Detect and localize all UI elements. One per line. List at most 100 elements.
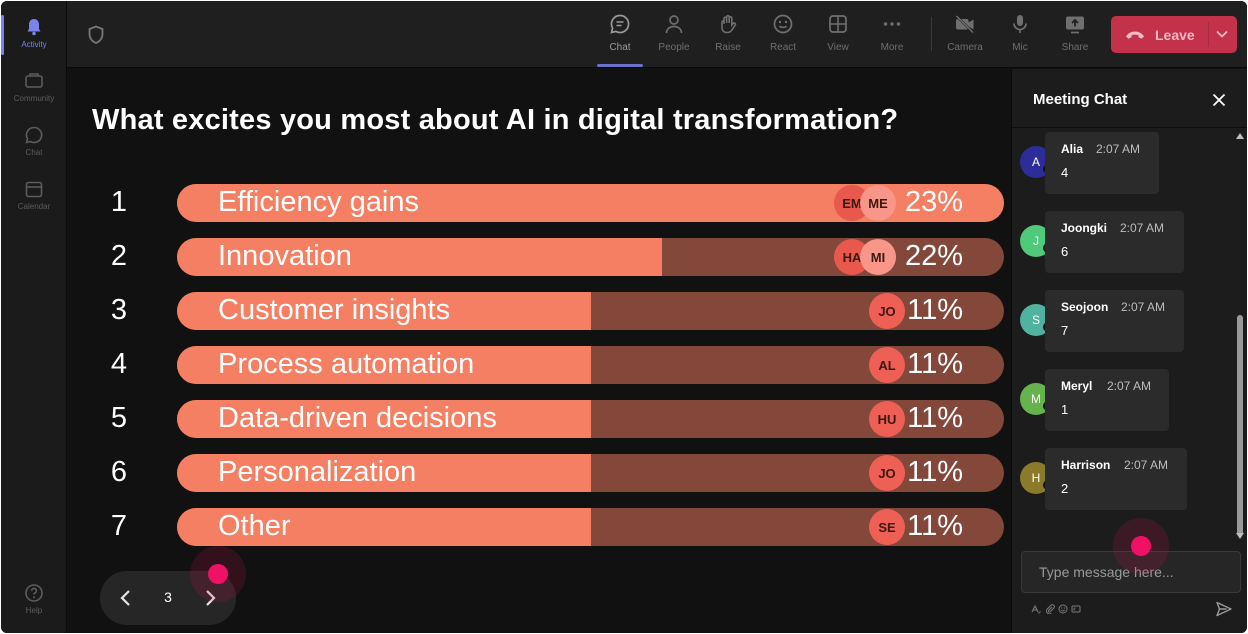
toolbar-camera-button[interactable]: Camera	[940, 11, 990, 61]
voter-avatar: HU	[869, 401, 905, 437]
chat-message-input-box[interactable]	[1021, 551, 1241, 593]
cursor-pointer-indicator	[190, 546, 246, 602]
toolbar-react-button[interactable]: React	[758, 11, 808, 61]
rail-item-label: Help	[25, 606, 43, 615]
option-label: Efficiency gains	[218, 186, 419, 218]
result-bar-fill	[177, 292, 591, 330]
option-percentage: 23%	[904, 186, 963, 218]
toolbar-share-label: Share	[1061, 42, 1089, 53]
message-timestamp: 2:07 AM	[1107, 379, 1152, 393]
option-percentage: 11%	[907, 402, 963, 434]
meeting-toolbar: Chat People Raise React View More Camera	[67, 1, 1247, 68]
message-bubble: Harrison 2:07 AM 2	[1045, 448, 1187, 510]
rail-item-label: Calendar	[17, 202, 51, 211]
option-number: 2	[110, 240, 128, 272]
help-icon	[25, 584, 43, 602]
leave-divider	[1208, 22, 1209, 47]
option-label: Innovation	[218, 240, 352, 272]
rail-item-label: Chat	[25, 148, 43, 157]
result-bar: Innovation 22% HA MI	[177, 238, 1004, 276]
chevron-down-icon[interactable]	[1215, 28, 1229, 40]
rail-item-help[interactable]: Help	[4, 575, 64, 627]
sender-name: Meryl	[1061, 379, 1093, 393]
message-text: 6	[1061, 244, 1069, 259]
shield-icon[interactable]	[87, 25, 105, 45]
toolbar-view-label: View	[827, 42, 849, 53]
toolbar-mic-button[interactable]: Mic	[995, 11, 1045, 61]
scrollbar-thumb[interactable]	[1237, 315, 1243, 535]
scroll-up-arrow[interactable]	[1236, 133, 1244, 139]
message-text: 2	[1061, 481, 1069, 496]
chat-scrollbar[interactable]	[1234, 129, 1246, 543]
rail-item-chat[interactable]: Chat	[4, 117, 64, 169]
poll-option-row: 2 Innovation 22% HA MI	[101, 238, 1006, 276]
sender-name: Harrison	[1061, 458, 1111, 472]
message-bubble: Joongki 2:07 AM 6	[1045, 211, 1184, 273]
result-bar: Personalization 11% JO	[177, 454, 1004, 492]
chat-header-divider	[1012, 127, 1247, 128]
gif-icon[interactable]	[1071, 604, 1081, 614]
option-number: 5	[110, 402, 128, 434]
option-number: 3	[110, 294, 128, 326]
poll-option-row: 5 Data-driven decisions 11% HU	[101, 400, 1006, 438]
option-label: Data-driven decisions	[218, 402, 497, 434]
bell-icon	[27, 19, 41, 36]
option-percentage: 22%	[904, 240, 963, 272]
toolbar-chat-button[interactable]: Chat	[595, 11, 645, 67]
toolbar-camera-label: Camera	[947, 42, 983, 53]
toolbar-raise-button[interactable]: Raise	[703, 11, 753, 61]
option-label: Process automation	[218, 348, 475, 380]
community-icon	[25, 73, 43, 88]
leave-button[interactable]: Leave	[1111, 16, 1237, 53]
result-bar: Efficiency gains 23% EM ME	[177, 184, 1004, 222]
scroll-down-arrow[interactable]	[1236, 533, 1244, 539]
option-number: 4	[110, 348, 128, 380]
message-text: 1	[1061, 402, 1069, 417]
message-timestamp: 2:07 AM	[1124, 458, 1169, 472]
close-icon[interactable]	[1210, 91, 1228, 109]
voter-avatar: AL	[869, 347, 905, 383]
cursor-pointer-indicator	[1113, 518, 1169, 574]
emoji-icon[interactable]	[1058, 604, 1068, 614]
poll-option-row: 4 Process automation 11% AL	[101, 346, 1006, 384]
option-number: 7	[110, 510, 128, 542]
option-percentage: 11%	[907, 510, 963, 542]
rail-item-activity[interactable]: Activity	[1, 9, 64, 61]
toolbar-people-label: People	[658, 42, 690, 53]
rail-item-community[interactable]: Community	[4, 63, 64, 115]
toolbar-people-button[interactable]: People	[649, 11, 699, 61]
send-icon[interactable]	[1215, 600, 1233, 618]
sender-name: Seojoon	[1061, 300, 1109, 314]
chevron-left-icon[interactable]	[116, 587, 136, 609]
calendar-icon	[25, 181, 43, 198]
chat-message-input[interactable]	[1022, 552, 1240, 592]
voter-avatar: JO	[869, 455, 905, 491]
poll-option-row: 1 Efficiency gains 23% EM ME	[101, 184, 1006, 222]
option-label: Customer insights	[218, 294, 451, 326]
toolbar-more-button[interactable]: More	[867, 11, 917, 61]
message-bubble: Seojoon 2:07 AM 7	[1045, 290, 1184, 352]
poll-option-row: 7 Other 11% SE	[101, 508, 1006, 546]
message-bubble: Alia 2:07 AM 4	[1045, 132, 1159, 194]
attach-icon[interactable]	[1045, 604, 1055, 614]
page-number: 3	[164, 589, 172, 605]
toolbar-view-button[interactable]: View	[813, 11, 863, 61]
share-screen-icon	[1066, 16, 1084, 34]
rail-item-calendar[interactable]: Calendar	[4, 171, 64, 223]
poll-option-row: 6 Personalization 11% JO	[101, 454, 1006, 492]
sender-name: Joongki	[1061, 221, 1108, 235]
result-bar-fill	[177, 238, 662, 276]
format-icon[interactable]	[1031, 604, 1041, 614]
message-timestamp: 2:07 AM	[1121, 300, 1166, 314]
voter-avatar: MI	[860, 239, 896, 275]
message-text: 4	[1061, 165, 1069, 180]
rail-item-label: Community	[13, 94, 55, 103]
option-percentage: 11%	[907, 294, 963, 326]
result-bar-fill	[177, 454, 591, 492]
toolbar-share-button[interactable]: Share	[1050, 11, 1100, 61]
result-bar-fill	[177, 346, 591, 384]
chevron-right-icon[interactable]	[200, 587, 220, 609]
toolbar-chat-label: Chat	[609, 42, 631, 53]
option-number: 6	[110, 456, 128, 488]
option-percentage: 11%	[907, 348, 963, 380]
